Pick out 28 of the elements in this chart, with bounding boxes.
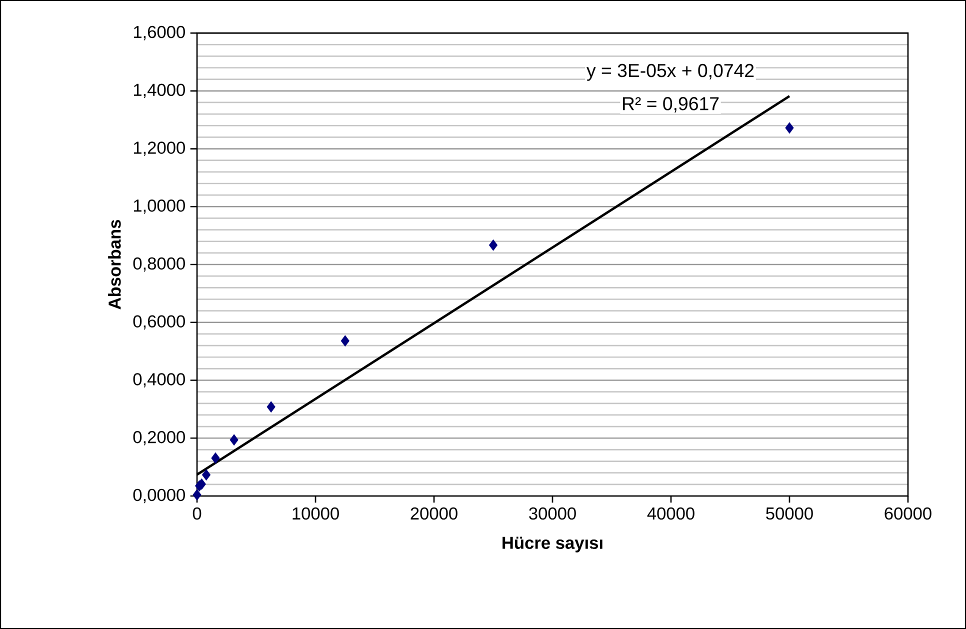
point (266, 401, 276, 412)
y-tick-label: 1,0000 (134, 199, 185, 214)
x-tick-label: 30000 (529, 507, 576, 520)
point (340, 335, 350, 346)
y-tick-label: 1,2000 (134, 142, 185, 156)
x-tick-label: 20000 (410, 507, 458, 520)
y-tick-label: 0,6000 (133, 315, 185, 330)
x-tick-label: 40000 (647, 507, 694, 520)
point (488, 240, 498, 251)
y-tick-label: 1,6000 (134, 26, 185, 40)
x-axis-title: Hücre sayısı (502, 536, 602, 552)
y-tick-label: 1,4000 (134, 84, 185, 98)
annotation: y = 3E-05x + 0,0742 (586, 64, 754, 81)
y-tick-label: 0,8000 (133, 257, 185, 272)
y-tick-label: 0,4000 (133, 373, 185, 388)
x-tick-label: 0 (192, 507, 202, 520)
point (211, 452, 220, 464)
point (785, 122, 794, 134)
point (192, 489, 202, 500)
x-tick-label: 60000 (884, 507, 932, 520)
y-tick-label: 0,2000 (133, 430, 185, 446)
annotation: R² = 0,9617 (623, 97, 719, 112)
x-tick-label: 50000 (766, 507, 813, 520)
point (202, 469, 211, 480)
x-tick-label: 10000 (292, 507, 339, 520)
y-axis-title: Absorbans (108, 220, 121, 310)
point (230, 434, 238, 446)
y-tick-label: 0,0000 (133, 488, 185, 504)
